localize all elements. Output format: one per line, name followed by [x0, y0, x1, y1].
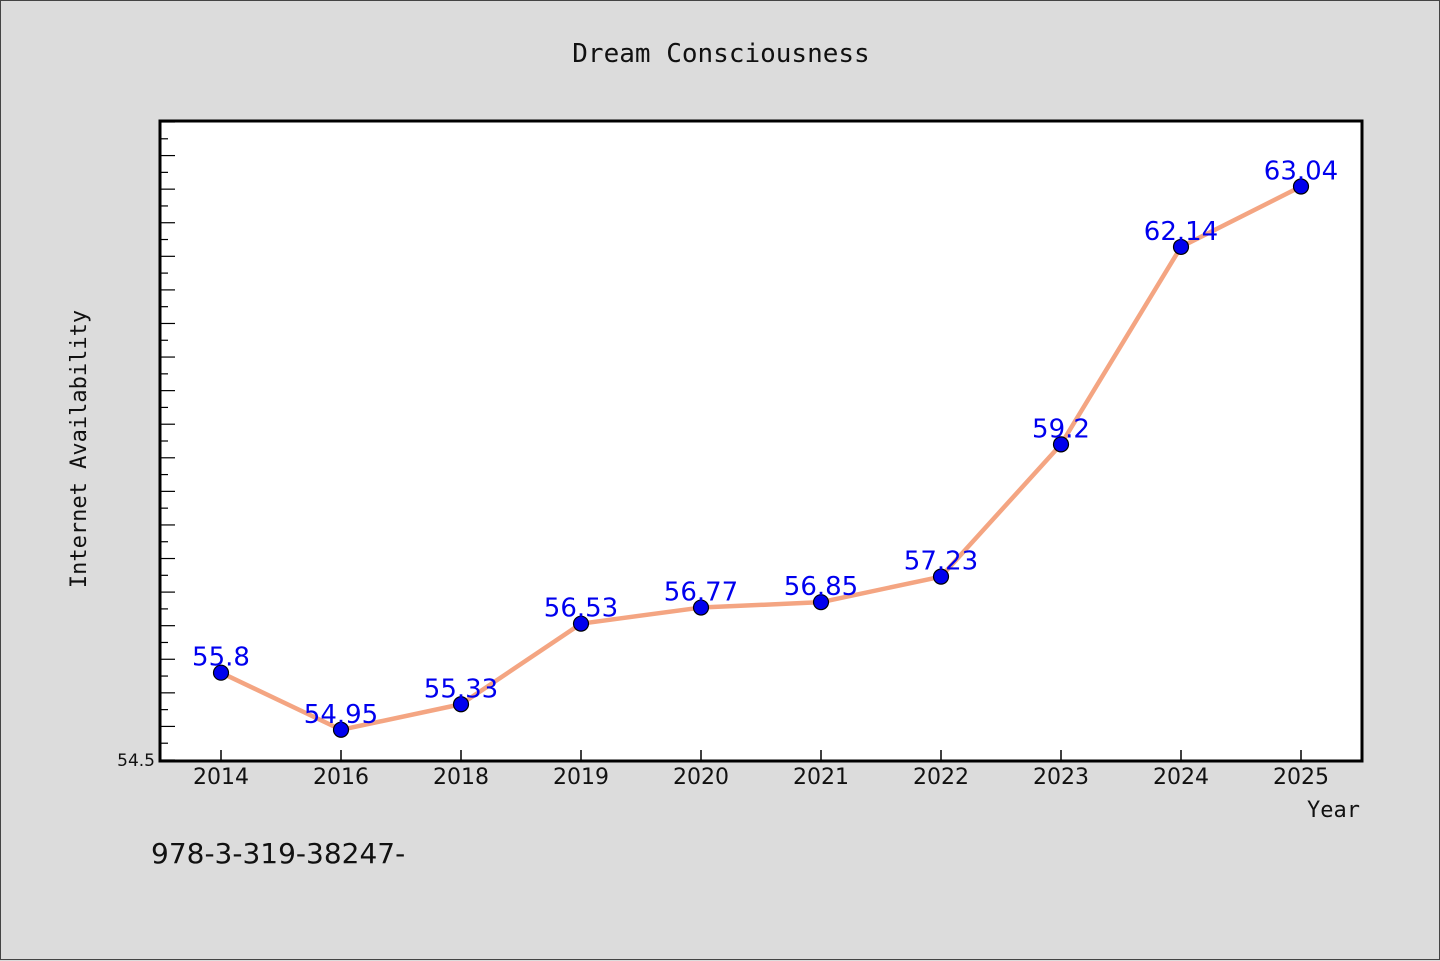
- x-axis-tick-labels: 2014 2016 2018 2019 2020 2021 2022 2023 2024 2025: [193, 765, 1329, 790]
- data-point: [692, 599, 710, 616]
- x-tick-label: 2021: [793, 765, 849, 790]
- data-label: 59.2: [1032, 414, 1090, 444]
- chart-title: Dream Consciousness: [572, 39, 869, 69]
- x-axis-ticks: [220, 750, 1302, 760]
- series-layer: [220, 184, 1303, 733]
- y-axis-tick-labels: 54.5: [117, 751, 155, 771]
- y-tick-label: 54.5: [117, 751, 155, 771]
- plot-area: [158, 119, 1364, 763]
- data-label: 55.8: [192, 643, 250, 673]
- x-tick-label: 2018: [433, 765, 489, 790]
- data-label: 54.95: [304, 700, 378, 730]
- x-tick-label: 2016: [313, 765, 369, 790]
- data-point: [812, 594, 830, 611]
- data-label: 56.85: [784, 572, 858, 602]
- data-label: 56.53: [544, 594, 618, 624]
- y-axis-label: Internet Availability: [67, 310, 92, 588]
- footnote-text: 978-3-319-38247-: [151, 837, 406, 870]
- series-line: [220, 184, 1303, 733]
- data-label: 62.14: [1144, 217, 1218, 247]
- data-point: [572, 615, 590, 632]
- data-label-layer: 55.8 54.95 55.33 56.53 56.77 56.85 57.23 59.2 62…: [192, 156, 1338, 729]
- x-tick-label: 2024: [1153, 765, 1209, 790]
- data-point: [932, 568, 950, 585]
- data-point: [1172, 238, 1190, 256]
- data-label: 57.23: [904, 547, 978, 577]
- data-label: 56.77: [664, 578, 738, 608]
- y-axis-ticks: [161, 121, 175, 761]
- x-tick-label: 2025: [1273, 765, 1329, 790]
- data-point: [212, 664, 230, 681]
- x-tick-label: 2019: [553, 765, 609, 790]
- data-point: [452, 696, 470, 713]
- x-tick-label: 2014: [193, 765, 249, 790]
- data-point: [1052, 436, 1070, 453]
- data-point: [332, 721, 350, 738]
- x-axis-label: Year: [1307, 798, 1360, 823]
- marker-layer: [212, 178, 1310, 738]
- x-tick-label: 2022: [913, 765, 969, 790]
- data-point: [1292, 178, 1310, 195]
- x-tick-label: 2023: [1033, 765, 1089, 790]
- data-label: 63.04: [1264, 156, 1338, 186]
- data-label: 55.33: [424, 674, 498, 704]
- x-tick-label: 2020: [673, 765, 729, 790]
